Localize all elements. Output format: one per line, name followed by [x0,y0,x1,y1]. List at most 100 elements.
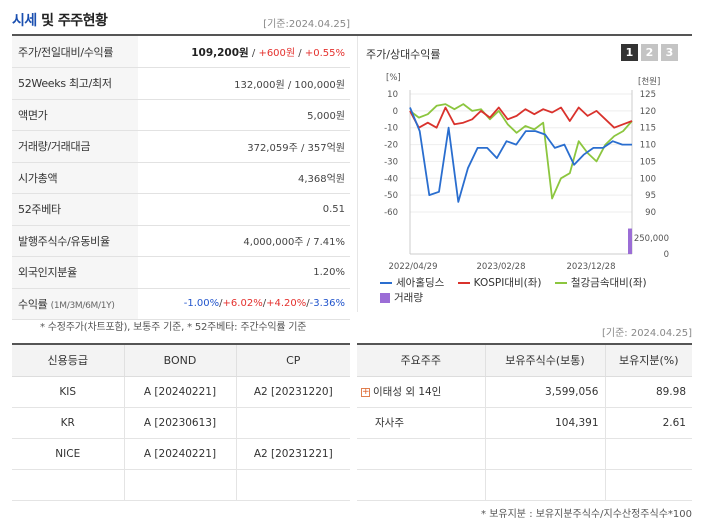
legend-item[interactable]: 철강금속대비(좌) [554,276,647,291]
info-row: 거래량/거래대금 372,059주 / 357억원 [12,130,350,163]
column-header: 주요주주 [357,343,485,377]
right-tick-label: 95 [645,191,656,201]
right-tick-label: 115 [640,124,656,134]
title-highlight: 시세 [12,13,37,29]
info-row: 외국인지분율 1.20% [12,256,350,289]
right-tick-label: 120 [640,107,656,117]
info-row: 발행주식수/유동비율 4,000,000주 / 7.41% [12,225,350,257]
table-row: KIS A [20240221] A2 [20231220] [12,376,350,408]
info-value: 109,200원 / +600원 / +0.55% [138,36,350,68]
table-row [357,469,692,501]
legend-swatch [554,282,567,284]
separator: / [306,298,310,310]
info-value: 4,000,000주 / 7.41% [138,225,350,257]
pct-cell [604,438,692,470]
info-value: 372,059주 / 357억원 [138,130,350,163]
legend-swatch [380,293,390,303]
info-value: 0.51 [138,193,350,226]
column-header: BOND [123,343,236,377]
left-tick-label: -20 [384,141,398,151]
top-divider [12,34,692,36]
legend-label: 세아홀딩스 [396,277,445,289]
legend-label: 철강금속대비(좌) [570,277,647,289]
column-header: 신용등급 [12,343,124,377]
column-header: CP [235,343,350,377]
table-header-row: 주요주주 보유주식수(보통) 보유지분(%) [357,343,692,377]
volume-bar [628,228,632,254]
chart-tab-3[interactable]: 3 [661,44,678,61]
chart-title: 주가/상대수익률 [366,48,441,61]
left-tick-label: -10 [384,124,398,134]
legend-item[interactable]: 거래량 [380,291,423,306]
returns-period: (1M/3M/6M/1Y) [50,300,115,311]
info-value: 132,000원 / 100,000원 [138,67,350,100]
table-cell [123,469,236,501]
left-tick-label: -50 [384,191,398,201]
table-cell: A [20240221] [123,438,236,470]
table-cell [235,469,350,501]
chart-tab-1[interactable]: 1 [621,44,638,61]
table-cell: NICE [12,438,124,470]
pct-cell: 2.61 [604,407,692,439]
info-label: 52주베타 [12,193,138,226]
legend-label: 거래량 [394,292,423,304]
expand-icon[interactable]: + [361,386,370,397]
x-tick-label: 2023/12/28 [567,262,616,272]
chart-tab-2[interactable]: 2 [641,44,658,61]
shareholder-name: 자사주 [357,407,485,439]
credit-rating-table: 신용등급 BOND CP KIS A [20240221] A2 [20231220… [12,343,350,501]
info-label: 시가총액 [12,162,138,194]
separator: / [295,47,305,59]
volume-tick-label: 0 [664,250,669,260]
info-value: 4,368억원 [138,162,350,194]
column-header: 보유지분(%) [604,343,692,377]
separator: / [248,47,259,59]
shares-cell [484,438,605,470]
pct-cell [604,469,692,501]
chart-plot: [%] [천원]100-10-20-30-40-50-60125120115110… [384,73,669,272]
left-tick-label: 10 [387,90,398,100]
legend-item[interactable]: KOSPI대비(좌) [457,276,542,291]
return-1m: -1.00% [183,298,220,310]
info-value: -1.00%/+6.02%/+4.20%/-3.36% [138,288,350,320]
legend-label: KOSPI대비(좌) [473,277,542,289]
right-tick-label: 105 [640,157,656,167]
pct-cell: 89.98 [604,376,692,408]
return-3m: +6.02% [222,298,263,310]
table-cell: KIS [12,376,124,408]
info-value: 5,000원 [138,99,350,131]
return-1y: -3.36% [309,298,345,310]
shareholder-name-text: 이태성 외 14인 [373,386,442,398]
shares-cell [484,469,605,501]
title-rest: 및 주주현황 [36,13,108,29]
table-cell: A [20230613] [123,407,236,439]
info-label: 액면가 [12,99,138,131]
series-line [409,103,633,200]
section-header: 시세 및 주주현황 [기준:2024.04.25] [12,8,350,32]
table-cell: A2 [20231221] [235,438,350,470]
legend-item[interactable]: 세아홀딩스 [380,276,444,291]
right-axis-unit: [천원] [638,76,660,87]
table-row: KR A [20230613] [12,407,350,439]
info-row: 수익률 (1M/3M/6M/1Y) -1.00%/+6.02%/+4.20%/-… [12,288,350,320]
footnote-price: * 수정주가(차트포함), 보통주 기준, * 52주베타: 주간수익률 기준 [40,322,307,333]
x-tick-label: 2022/04/29 [389,262,438,272]
table-cell: KR [12,407,124,439]
info-row: 52주베타 0.51 [12,193,350,226]
info-label: 주가/전일대비/수익률 [12,36,138,68]
table-row: + 이태성 외 14인 3,599,056 89.98 [357,376,692,408]
shareholders-table: 주요주주 보유주식수(보통) 보유지분(%) + 이태성 외 14인 3,599,… [357,343,692,501]
info-row: 52Weeks 최고/최저 132,000원 / 100,000원 [12,67,350,100]
returns-label: 수익률 [18,297,48,311]
info-row: 시가총액 4,368억원 [12,162,350,194]
left-axis-unit: [%] [386,73,401,83]
table-row: 자사주 104,391 2.61 [357,407,692,439]
volume-tick-label: 250,000 [634,234,669,244]
shareholder-name[interactable]: + 이태성 외 14인 [357,376,485,408]
price-value: 109,200원 [191,46,249,59]
shares-cell: 104,391 [484,407,605,439]
market-info-table: 주가/전일대비/수익률 109,200원 / +600원 / +0.55% 52… [12,36,350,320]
info-row: 액면가 5,000원 [12,99,350,131]
